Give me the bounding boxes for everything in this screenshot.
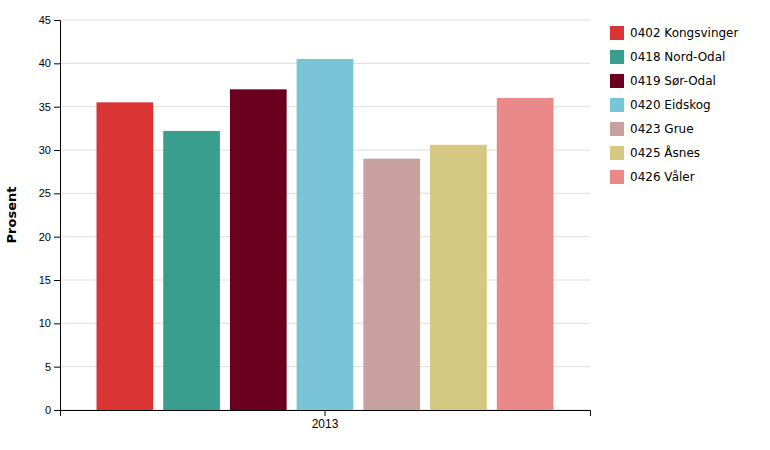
legend: 0402 Kongsvinger 0418 Nord-Odal 0419 Sør-O…: [610, 26, 738, 184]
legend-label: 0420 Eidskog: [630, 98, 711, 112]
y-tick: 30: [39, 144, 60, 156]
y-tick-label: 15: [39, 274, 51, 286]
x-axis-line: [61, 411, 591, 417]
x-tick: 2013: [312, 410, 339, 431]
y-tick-mark: [54, 323, 60, 324]
y-axis-title: Prosent: [4, 187, 19, 244]
y-tick: 15: [39, 274, 60, 286]
bar: [97, 102, 154, 410]
legend-item: 0423 Grue: [610, 122, 694, 136]
y-tick: 40: [39, 57, 60, 69]
y-tick-label: 5: [45, 361, 51, 373]
y-tick-mark: [54, 193, 60, 194]
bar: [430, 145, 487, 410]
legend-swatch: [610, 50, 624, 64]
y-tick: 20: [39, 231, 60, 243]
y-tick: 0: [45, 404, 60, 416]
grid-line: [60, 20, 590, 21]
legend-label: 0419 Sør-Odal: [630, 74, 716, 88]
plot: 2013 0 5 10 15 20 25 30 35 40 45: [39, 14, 591, 431]
legend-swatch: [610, 74, 624, 88]
bar: [163, 131, 220, 410]
y-tick-mark: [54, 237, 60, 238]
y-axis-line: [54, 21, 61, 411]
legend-item: 0426 Våler: [610, 170, 695, 184]
y-tick: 10: [39, 317, 60, 329]
bars: [97, 59, 554, 410]
y-tick-label: 40: [39, 57, 51, 69]
y-tick: 5: [45, 361, 60, 373]
y-tick-mark: [54, 367, 60, 368]
x-tick-label: 2013: [312, 417, 339, 431]
x-tick-mark: [325, 410, 326, 416]
y-tick-label: 10: [39, 317, 51, 329]
legend-swatch: [610, 146, 624, 160]
bar: [297, 59, 354, 410]
legend-label: 0425 Åsnes: [630, 145, 700, 160]
legend-item: 0418 Nord-Odal: [610, 50, 725, 64]
chart: 2013 0 5 10 15 20 25 30 35 40 45 Prosent 0402 Kongsv…: [0, 0, 770, 450]
y-tick-label: 35: [39, 101, 51, 113]
y-tick-mark: [54, 410, 60, 411]
y-tick: 45: [39, 14, 60, 26]
legend-label: 0426 Våler: [630, 170, 695, 184]
y-tick-label: 25: [39, 187, 51, 199]
legend-swatch: [610, 26, 624, 40]
legend-swatch: [610, 98, 624, 112]
legend-swatch: [610, 122, 624, 136]
y-tick-label: 20: [39, 231, 51, 243]
y-axis: 0 5 10 15 20 25 30 35 40 45: [39, 14, 61, 416]
bar: [497, 98, 554, 410]
legend-swatch: [610, 170, 624, 184]
legend-item: 0425 Åsnes: [610, 145, 700, 160]
grid: [60, 20, 590, 410]
legend-item: 0420 Eidskog: [610, 98, 711, 112]
x-axis: 2013: [61, 410, 591, 431]
y-tick-mark: [54, 150, 60, 151]
bar: [230, 89, 287, 410]
legend-label: 0418 Nord-Odal: [630, 50, 725, 64]
y-tick-label: 45: [39, 14, 51, 26]
y-tick-mark: [54, 63, 60, 64]
bar: [363, 159, 420, 410]
legend-item: 0419 Sør-Odal: [610, 74, 716, 88]
y-tick-mark: [54, 107, 60, 108]
y-tick-label: 0: [45, 404, 51, 416]
y-tick-mark: [54, 280, 60, 281]
y-tick: 25: [39, 187, 60, 199]
legend-label: 0402 Kongsvinger: [630, 26, 738, 40]
y-tick-mark: [54, 20, 60, 21]
y-tick: 35: [39, 101, 60, 113]
y-tick-label: 30: [39, 144, 51, 156]
legend-item: 0402 Kongsvinger: [610, 26, 738, 40]
legend-label: 0423 Grue: [630, 122, 694, 136]
